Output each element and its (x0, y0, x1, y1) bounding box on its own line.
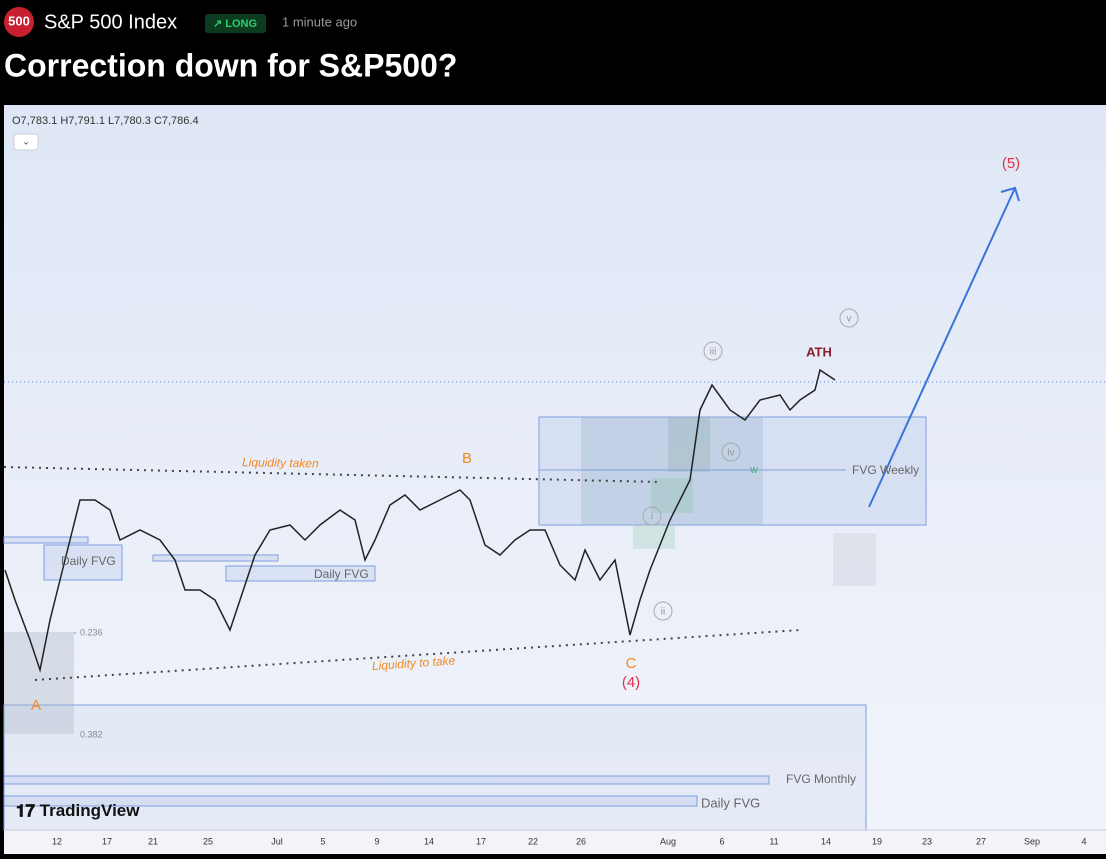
circle (653, 601, 673, 621)
fvg-monthly-box (3, 775, 770, 785)
daily-fvg-box-2 (225, 565, 376, 582)
symbol[interactable]: S&P 500 Index (44, 11, 177, 33)
tag: LONG (225, 18, 257, 30)
w: W (750, 466, 758, 475)
fvg-weekly-box (538, 416, 927, 526)
daily-fvg-1: Daily FVG (61, 554, 116, 568)
liquidity-to-take-line (34, 629, 801, 681)
fvg-monthly: FVG Monthly (786, 772, 856, 786)
daily-fvg-box-1 (43, 544, 123, 581)
header-bg (0, 0, 1106, 105)
zones (3, 416, 927, 831)
wave4: (4) (622, 674, 640, 691)
x-label: 11 (769, 836, 778, 846)
annotations: (5) v ATH iii iv i ii B C (4) A Liquidit… (31, 155, 1020, 810)
x-label: 23 (922, 836, 932, 846)
daily-fvg-box-3 (3, 795, 698, 807)
tag-bg (205, 14, 266, 33)
x-label: Aug (660, 836, 676, 846)
projection-arrow (868, 187, 1016, 508)
x-label: 22 (528, 836, 538, 846)
circle (839, 308, 859, 328)
wave-iv: iv (727, 448, 734, 459)
wave-i: i (651, 512, 653, 523)
x-label: Sep (1024, 836, 1040, 846)
title: Correction down for S&P500? (4, 47, 457, 83)
collapse-button[interactable] (13, 133, 39, 151)
wave-circles (642, 308, 859, 621)
ath: ATH (806, 344, 832, 359)
wave5: (5) (1002, 155, 1020, 172)
daily-fvg-box-4 (152, 554, 279, 562)
liquidity-to-take: Liquidity to take (371, 653, 455, 673)
logo-text: TradingView (40, 801, 141, 820)
x-label: Jul (271, 836, 283, 846)
open: O7,783.1 (12, 115, 57, 127)
time: 1 minute ago (282, 14, 357, 29)
wave-v: v (847, 314, 852, 325)
circle (642, 506, 662, 526)
circle (703, 341, 723, 361)
fib-zone (3, 704, 867, 831)
circle (721, 442, 741, 462)
fib-236: 0.236 (80, 627, 103, 637)
wave-c: C (626, 655, 637, 672)
fib-box (4, 632, 74, 734)
x-label: 17 (476, 836, 486, 846)
x-label: 27 (976, 836, 986, 846)
liquidity-taken: Liquidity taken (242, 455, 319, 470)
fvg-1h (651, 478, 693, 513)
chevron: ⌄ (22, 136, 30, 146)
fvg-4h (668, 417, 710, 472)
wave-a: A (31, 697, 41, 714)
x-label: 25 (203, 836, 213, 846)
wave-iii: iii (710, 347, 717, 358)
thumb (833, 533, 876, 586)
x-label: 12 (52, 836, 62, 846)
fib-382: 0.382 (80, 729, 103, 739)
logo: 𝟏𝟕 TradingView (16, 801, 140, 820)
high: H7,791.1 (60, 115, 105, 127)
x-label: 14 (424, 836, 434, 846)
daily-fvg-2: Daily FVG (314, 567, 369, 581)
arrow-head (1000, 186, 1020, 202)
fvg-weekly: FVG Weekly (852, 463, 919, 477)
x-label: 26 (576, 836, 586, 846)
wave-ii: ii (661, 607, 665, 618)
badge-text: 500 (8, 13, 30, 28)
fvg-inner (581, 417, 763, 525)
x-label: 4 (1081, 836, 1086, 846)
price-path (4, 368, 836, 673)
fvg-d (633, 525, 675, 549)
daily-fvg-box-5 (3, 536, 89, 544)
wave-b: B (462, 450, 472, 467)
ohlc: O7,783.1 H7,791.1 L7,780.3 C7,786.4 (12, 115, 199, 127)
x-label: 21 (148, 836, 158, 846)
x-label: 5 (320, 836, 325, 846)
x-label: 19 (872, 836, 882, 846)
daily-fvg-3: Daily FVG (701, 795, 760, 810)
liquidity-taken-line (3, 466, 661, 483)
x-label: 17 (102, 836, 112, 846)
badge (4, 7, 34, 37)
tag-text: ↗ LONG (213, 18, 257, 30)
x-axis-labels: 12 17 21 25 Jul 5 9 14 17 22 26 Aug 6 11 14 19 23 27 Sep 4 (52, 836, 1087, 846)
x-label: 6 (719, 836, 724, 846)
close: C7,786.4 (154, 115, 199, 127)
x-label: 9 (374, 836, 379, 846)
low: L7,780.3 (108, 115, 151, 127)
chart-bg (4, 105, 1106, 854)
x-label: 14 (821, 836, 831, 846)
